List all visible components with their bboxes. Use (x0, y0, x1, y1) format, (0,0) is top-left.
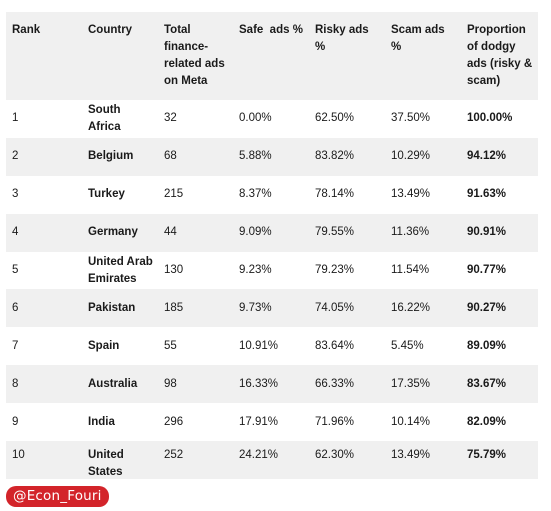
cell-risky: 78.14% (315, 188, 355, 201)
cell-total: 98 (164, 377, 177, 390)
table-row: 4 Germany 44 9.09% 79.55% 11.36% 90.91% (6, 213, 538, 252)
cell-country: Belgium (88, 150, 134, 163)
header-country: Country (88, 24, 133, 36)
table-row: 8 Australia 98 16.33% 66.33% 17.35% 83.6… (6, 365, 538, 404)
cell-safe: 9.09% (239, 226, 272, 239)
cell-country: Spain (88, 339, 120, 352)
cell-country: Australia (88, 377, 138, 390)
cell-safe: 24.21% (239, 449, 279, 462)
cell-total: 185 (164, 301, 184, 314)
cell-country: United States (88, 449, 124, 479)
cell-rank: 4 (12, 226, 19, 239)
header-total: Total finance-related ads on Meta (164, 24, 225, 87)
cell-risky: 62.50% (315, 112, 355, 125)
cell-scam: 17.35% (391, 377, 431, 390)
cell-safe: 5.88% (239, 150, 272, 163)
cell-scam: 37.50% (391, 112, 431, 125)
cell-scam: 10.14% (391, 415, 431, 428)
cell-total: 55 (164, 339, 177, 352)
cell-safe: 0.00% (239, 112, 272, 125)
cell-risky: 83.64% (315, 339, 355, 352)
cell-rank: 3 (12, 188, 19, 201)
cell-scam: 13.49% (391, 449, 431, 462)
table-row: 7 Spain 55 10.91% 83.64% 5.45% 89.09% (6, 327, 538, 365)
table-row: 10 United States 252 24.21% 62.30% 13.49… (6, 441, 538, 479)
table-row: 2 Belgium 68 5.88% 83.82% 10.29% 94.12% (6, 137, 538, 176)
cell-scam: 13.49% (391, 188, 431, 201)
cell-rank: 6 (12, 301, 19, 314)
cell-scam: 5.45% (391, 339, 424, 352)
cell-total: 68 (164, 150, 177, 163)
cell-risky: 79.55% (315, 226, 355, 239)
table-row: 5 United Arab Emirates 130 9.23% 79.23% … (6, 252, 538, 290)
cell-total: 32 (164, 112, 177, 125)
cell-proportion: 89.09% (467, 339, 507, 352)
cell-rank: 9 (12, 415, 19, 428)
cell-proportion: 83.67% (467, 377, 507, 390)
watermark-handle: @Econ_Fouri (6, 486, 109, 507)
cell-proportion: 94.12% (467, 150, 507, 163)
cell-total: 130 (164, 264, 184, 276)
cell-risky: 79.23% (315, 264, 355, 276)
cell-total: 44 (164, 226, 177, 239)
table-row: 1 South Africa 32 0.00% 62.50% 37.50% 10… (6, 100, 538, 138)
cell-risky: 62.30% (315, 449, 355, 462)
cell-proportion: 82.09% (467, 415, 507, 428)
cell-risky: 83.82% (315, 150, 355, 163)
cell-total: 296 (164, 415, 184, 428)
cell-country: India (88, 415, 115, 428)
cell-scam: 16.22% (391, 301, 431, 314)
header-rank: Rank (12, 24, 41, 36)
cell-country: United Arab Emirates (88, 255, 153, 285)
header-proportion: Proportion of dodgy ads (risky & scam) (467, 24, 533, 87)
table-row: 3 Turkey 215 8.37% 78.14% 13.49% 91.63% (6, 176, 538, 214)
cell-safe: 9.73% (239, 301, 272, 314)
table-row: 6 Pakistan 185 9.73% 74.05% 16.22% 90.27… (6, 289, 538, 328)
cell-scam: 11.54% (391, 264, 430, 276)
cell-scam: 11.36% (391, 226, 430, 239)
cell-total: 252 (164, 449, 184, 462)
table-header: Rank Country Total finance-related ads o… (6, 12, 538, 100)
cell-safe: 9.23% (239, 264, 272, 276)
header-scam: Scam ads % (391, 24, 445, 53)
finance-ads-table: Rank Country Total finance-related ads o… (6, 12, 538, 479)
cell-rank: 7 (12, 339, 19, 352)
cell-safe: 16.33% (239, 377, 279, 390)
cell-scam: 10.29% (391, 150, 431, 163)
cell-rank: 2 (12, 150, 19, 163)
cell-proportion: 90.91% (467, 226, 507, 239)
cell-country: Pakistan (88, 301, 136, 314)
cell-safe: 10.91% (239, 339, 279, 352)
cell-safe: 17.91% (239, 415, 279, 428)
cell-total: 215 (164, 188, 184, 201)
cell-country: South Africa (88, 103, 121, 133)
cell-safe: 8.37% (239, 188, 272, 201)
cell-rank: 5 (12, 264, 19, 276)
cell-proportion: 75.79% (467, 449, 507, 462)
cell-risky: 71.96% (315, 415, 355, 428)
cell-rank: 10 (12, 449, 25, 462)
header-risky: Risky ads % (315, 24, 369, 53)
cell-proportion: 100.00% (467, 112, 513, 125)
header-safe: Safe ads % (239, 24, 303, 36)
cell-country: Germany (88, 226, 138, 239)
cell-risky: 66.33% (315, 377, 355, 390)
cell-risky: 74.05% (315, 301, 355, 314)
cell-rank: 1 (12, 112, 19, 125)
table-row: 9 India 296 17.91% 71.96% 10.14% 82.09% (6, 403, 538, 441)
cell-proportion: 91.63% (467, 188, 507, 201)
cell-rank: 8 (12, 377, 19, 390)
cell-proportion: 90.77% (467, 264, 507, 276)
cell-proportion: 90.27% (467, 301, 507, 314)
cell-country: Turkey (88, 188, 125, 201)
